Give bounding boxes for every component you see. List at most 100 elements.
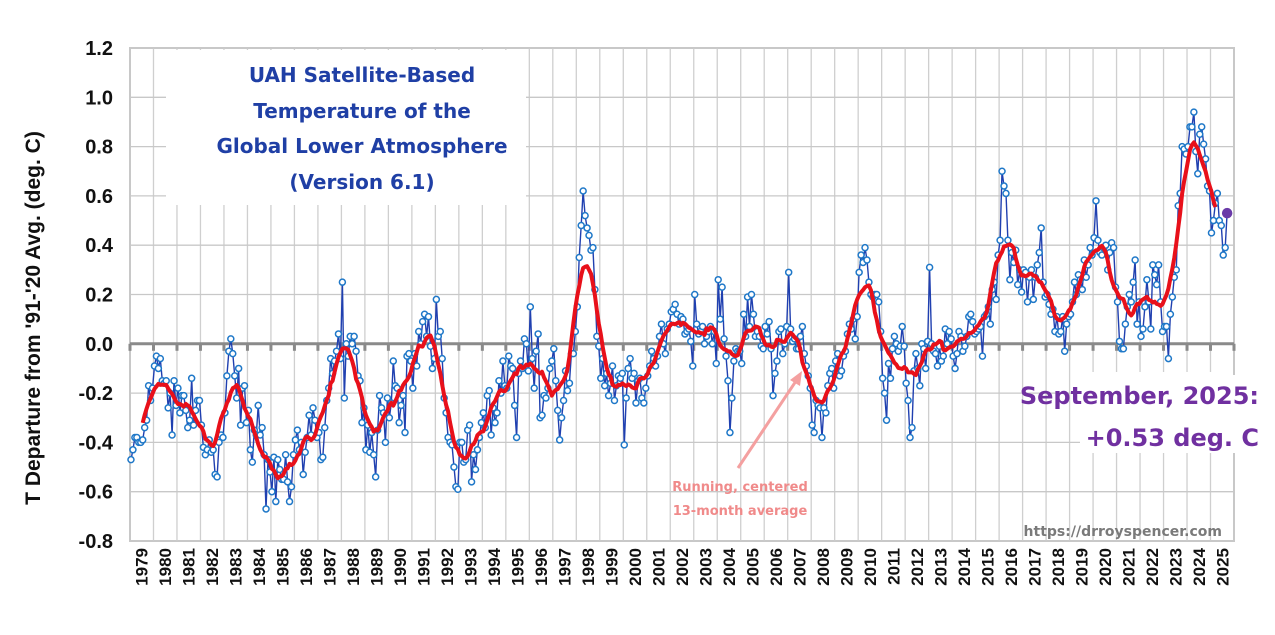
data-point xyxy=(395,418,403,427)
data-point xyxy=(399,391,407,400)
data-point xyxy=(763,330,771,338)
data-point xyxy=(154,364,163,373)
series xyxy=(127,108,1233,513)
data-point xyxy=(575,253,583,262)
data-point xyxy=(1000,182,1008,190)
data-point xyxy=(229,349,237,358)
x-tick-label: 2002 xyxy=(673,548,692,586)
x-tick-label: 2022 xyxy=(1143,548,1162,586)
data-point xyxy=(822,409,830,417)
y-tick-label: 0.4 xyxy=(85,235,114,257)
data-point xyxy=(342,340,351,348)
data-point xyxy=(1139,325,1147,333)
data-point xyxy=(522,340,531,348)
data-point xyxy=(283,478,292,486)
data-point xyxy=(467,478,476,486)
data-point xyxy=(287,483,296,491)
data-point xyxy=(285,497,294,506)
x-tick-label: 1994 xyxy=(485,547,504,585)
data-point xyxy=(1219,251,1227,259)
data-point xyxy=(640,399,648,407)
x-tick-label: 1985 xyxy=(274,548,293,586)
data-point xyxy=(127,455,135,464)
x-tick-label: 2015 xyxy=(978,548,997,586)
data-point xyxy=(968,317,977,326)
data-point xyxy=(716,315,724,323)
data-point xyxy=(508,364,517,373)
data-point xyxy=(1033,261,1042,269)
data-point xyxy=(309,404,317,412)
data-point xyxy=(1060,347,1069,355)
data-point xyxy=(610,396,619,405)
data-point xyxy=(577,221,585,230)
data-point xyxy=(796,332,805,341)
y-tick-label: 1.0 xyxy=(85,87,113,109)
data-point xyxy=(458,438,466,447)
data-point xyxy=(1197,123,1206,131)
data-point xyxy=(248,458,257,466)
x-tick-label: 2023 xyxy=(1166,548,1185,586)
data-point xyxy=(350,332,358,341)
data-point xyxy=(630,369,638,378)
data-point xyxy=(1029,295,1038,304)
data-point xyxy=(371,473,380,481)
data-point xyxy=(185,416,194,424)
data-point xyxy=(874,298,883,306)
data-point xyxy=(771,369,779,378)
data-point xyxy=(773,357,781,365)
data-point xyxy=(418,317,427,326)
x-tick-label: 2003 xyxy=(696,548,715,586)
data-point xyxy=(1213,189,1222,198)
x-tick-label: 1983 xyxy=(227,548,246,586)
y-tick-label: -0.6 xyxy=(79,482,113,504)
x-tick-label: 2020 xyxy=(1096,548,1115,586)
data-point xyxy=(747,290,756,299)
data-point xyxy=(1207,229,1216,237)
data-point xyxy=(912,349,920,358)
x-tick-label: 2017 xyxy=(1025,548,1044,586)
data-point xyxy=(863,256,871,264)
data-point xyxy=(730,357,738,365)
data-point xyxy=(138,436,147,444)
data-point xyxy=(886,374,895,383)
x-tick-label: 1999 xyxy=(603,548,622,586)
x-tick-label: 2005 xyxy=(743,548,762,586)
data-point xyxy=(240,381,249,390)
x-tick-label: 1996 xyxy=(532,548,551,586)
data-point xyxy=(690,290,699,299)
data-point xyxy=(550,344,558,353)
x-tick-label: 1997 xyxy=(556,548,575,586)
data-point xyxy=(861,243,869,252)
y-tick-label: 0.0 xyxy=(85,334,113,356)
data-point xyxy=(947,335,955,343)
x-tick-label: 2000 xyxy=(626,548,645,586)
y-tick-label: -0.4 xyxy=(79,432,114,454)
data-point xyxy=(583,224,591,232)
data-point xyxy=(479,409,488,417)
data-point xyxy=(739,310,748,318)
data-point xyxy=(170,377,178,385)
data-point xyxy=(1006,275,1014,284)
data-point xyxy=(908,423,916,432)
data-point xyxy=(299,470,307,479)
data-point xyxy=(223,372,231,380)
data-point xyxy=(538,411,546,420)
data-point xyxy=(884,359,893,368)
data-point xyxy=(428,364,437,373)
data-point xyxy=(1119,344,1128,353)
data-point xyxy=(348,340,356,348)
data-point xyxy=(232,394,241,402)
x-tick-label: 1986 xyxy=(297,548,316,586)
data-point xyxy=(728,394,736,402)
data-point xyxy=(933,362,942,370)
data-point xyxy=(334,330,343,338)
x-axis-ticks: 1979 1980 1981 1982 1983 1984 1985 1986 1987 1988… xyxy=(133,547,1233,585)
y-tick-label: 0.2 xyxy=(85,285,113,307)
data-point xyxy=(888,344,897,353)
data-point xyxy=(242,418,251,427)
data-point xyxy=(227,335,235,343)
data-point xyxy=(234,364,243,373)
data-point xyxy=(996,236,1004,245)
data-point xyxy=(1141,303,1149,311)
data-point xyxy=(156,354,165,363)
